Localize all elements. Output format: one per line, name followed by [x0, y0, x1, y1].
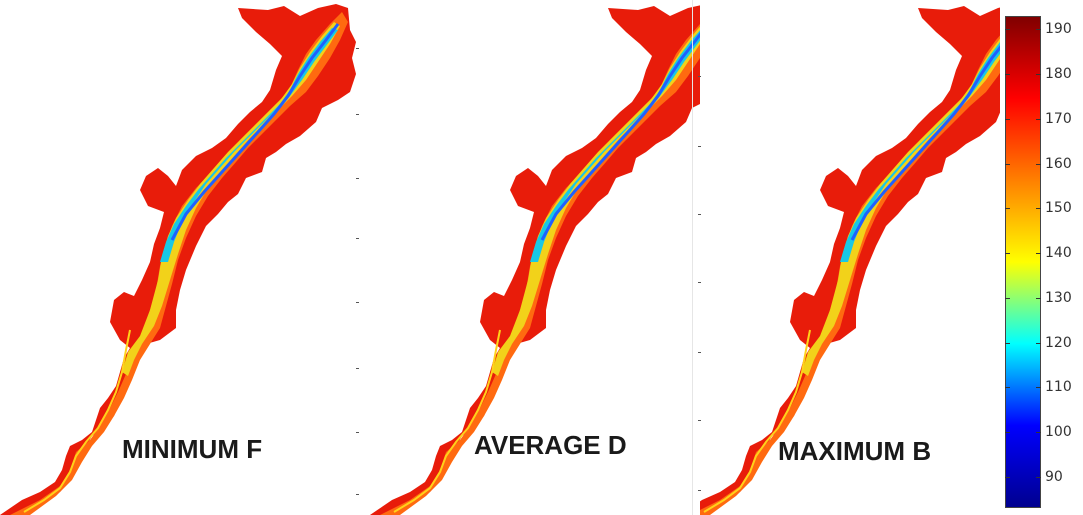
axis-tick [698, 76, 701, 77]
colorbar-tick-label: 190 [1045, 21, 1072, 38]
axis-tick [356, 432, 359, 433]
panel-label: AVERAGE D [474, 430, 627, 460]
colorbar-tick-label: 170 [1045, 110, 1072, 127]
axis-tick [356, 238, 359, 239]
panel-label: MINIMUM F [122, 434, 263, 464]
colorbar-tick-label: 130 [1045, 289, 1072, 306]
colorbar: 190 180 170 160 150 140 130 120 110 100 90 [1005, 12, 1083, 512]
colorbar-gradient [1005, 16, 1041, 508]
colorbar-tick-label: 120 [1045, 334, 1072, 351]
axis-tick [356, 302, 359, 303]
axis-tick [356, 178, 359, 179]
panel-label: MAXIMUM B [778, 436, 932, 466]
colorbar-tick-label: 90 [1045, 468, 1063, 485]
axis-tick [698, 490, 701, 491]
colorbar-tick-label: 150 [1045, 200, 1072, 217]
axis-tick [356, 114, 359, 115]
colorbar-tick-label: 160 [1045, 155, 1072, 172]
axis-tick [698, 352, 701, 353]
map-panel-average: AVERAGE D [360, 0, 700, 515]
colorbar-tick-label: 110 [1045, 379, 1072, 396]
axis-tick [698, 282, 701, 283]
axis-tick [698, 420, 701, 421]
colorbar-tick-label: 140 [1045, 245, 1072, 262]
axis-tick [698, 146, 701, 147]
panel-divider [692, 0, 693, 515]
axis-tick [356, 494, 359, 495]
axis-tick [356, 368, 359, 369]
axis-tick [356, 48, 359, 49]
colorbar-tick-label: 180 [1045, 66, 1072, 83]
colorbar-tick-label: 100 [1045, 423, 1072, 440]
map-panel-minimum: MINIMUM F [0, 0, 360, 515]
axis-tick [698, 214, 701, 215]
map-panel-maximum: MAXIMUM B [700, 0, 1000, 515]
